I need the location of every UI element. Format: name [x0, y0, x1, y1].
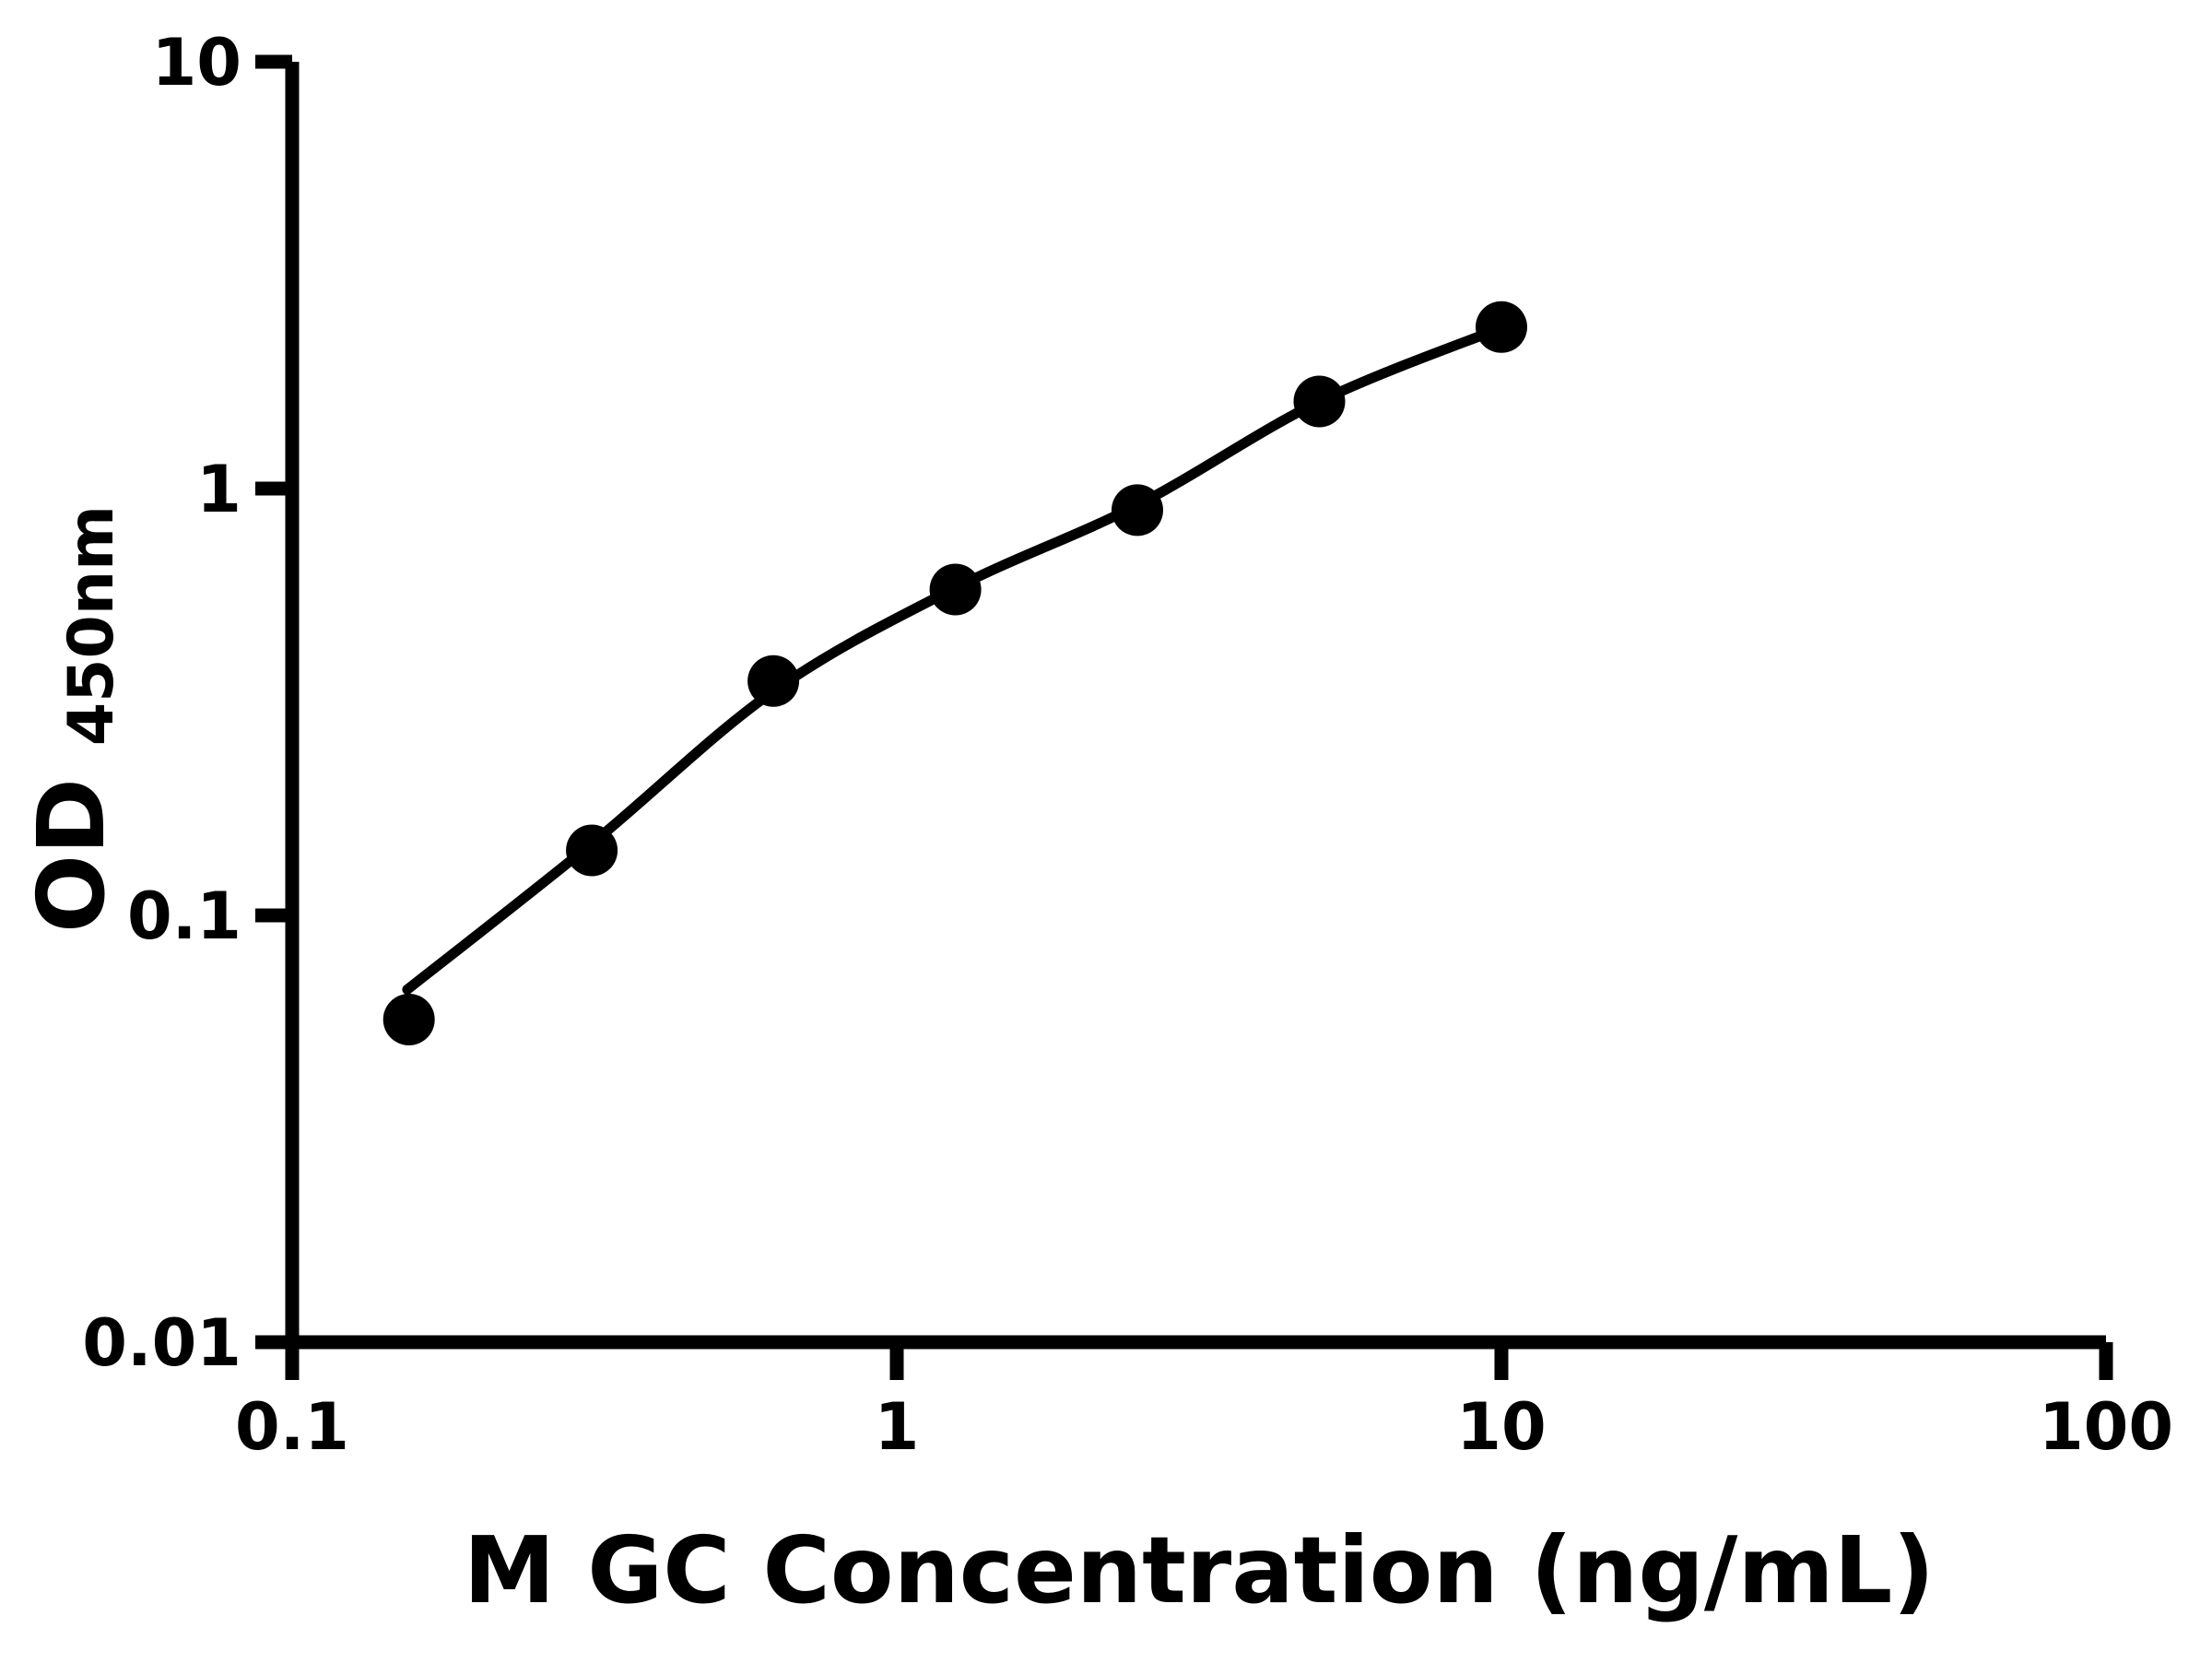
y-axis-title-main: OD: [18, 778, 125, 933]
y-axis-title: OD 450nm: [18, 505, 128, 933]
y-axis-title-subscript: 450nm: [55, 505, 128, 746]
data-point-7: [1476, 301, 1527, 353]
data-point-1: [382, 994, 435, 1045]
axis-spines: [285, 62, 2106, 1350]
y-tick-labels-group: 10 1 0.1 0.01: [82, 25, 241, 1381]
data-point-6: [1293, 375, 1346, 428]
data-point-2: [566, 824, 618, 877]
x-tick-label-1: 1: [875, 1389, 920, 1465]
data-points-group: [382, 301, 1527, 1045]
data-point-4: [929, 563, 982, 616]
y-tick-label-10: 10: [152, 25, 241, 100]
x-axis-title: M GC Concentration (ng/mL): [464, 1516, 1935, 1624]
data-point-3: [747, 655, 800, 707]
x-tick-labels-group: 0.1 1 10 100: [235, 1389, 2173, 1465]
y-tick-label-1: 1: [196, 452, 241, 527]
axis-tick-marks: [255, 54, 2113, 1380]
x-tick-label-100: 100: [2039, 1389, 2173, 1465]
fitted-curve-line: [402, 323, 1507, 995]
x-tick-label-10: 10: [1456, 1389, 1546, 1465]
x-tick-label-0.1: 0.1: [235, 1389, 349, 1465]
data-point-5: [1112, 484, 1163, 537]
y-tick-label-0.1: 0.1: [127, 879, 241, 954]
y-tick-label-0.01: 0.01: [82, 1305, 241, 1381]
